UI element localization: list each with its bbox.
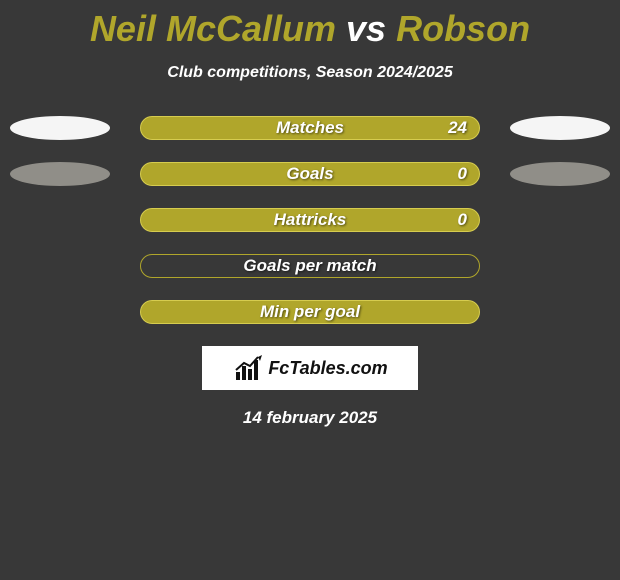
right-ellipse [510, 116, 610, 140]
stats-rows: Matches 24 Goals 0 Hattricks 0 Goals per… [0, 116, 620, 324]
stat-label: Min per goal [260, 302, 360, 322]
stat-row-goals: Goals 0 [0, 162, 620, 186]
date-text: 14 february 2025 [0, 408, 620, 428]
comparison-title: Neil McCallum vs Robson [0, 0, 620, 50]
stat-value: 0 [458, 164, 467, 184]
stat-label: Matches [276, 118, 344, 138]
stat-label: Hattricks [274, 210, 347, 230]
vs-text: vs [346, 8, 386, 49]
stat-bar: Min per goal [140, 300, 480, 324]
left-ellipse [10, 162, 110, 186]
stat-row-matches: Matches 24 [0, 116, 620, 140]
stat-value: 0 [458, 210, 467, 230]
player2-name: Robson [396, 8, 530, 49]
stat-label: Goals per match [243, 256, 376, 276]
stat-bar: Goals 0 [140, 162, 480, 186]
stat-value: 24 [448, 118, 467, 138]
stat-row-min-per-goal: Min per goal [0, 300, 620, 324]
stat-row-hattricks: Hattricks 0 [0, 208, 620, 232]
stat-bar: Matches 24 [140, 116, 480, 140]
stat-label: Goals [286, 164, 333, 184]
logo-text: FcTables.com [268, 358, 387, 379]
subtitle: Club competitions, Season 2024/2025 [0, 64, 620, 82]
stat-row-goals-per-match: Goals per match [0, 254, 620, 278]
left-ellipse [10, 116, 110, 140]
bar-chart-icon [232, 354, 266, 382]
stat-bar: Goals per match [140, 254, 480, 278]
player1-name: Neil McCallum [90, 8, 336, 49]
stat-bar: Hattricks 0 [140, 208, 480, 232]
logo-box: FcTables.com [202, 346, 418, 390]
right-ellipse [510, 162, 610, 186]
